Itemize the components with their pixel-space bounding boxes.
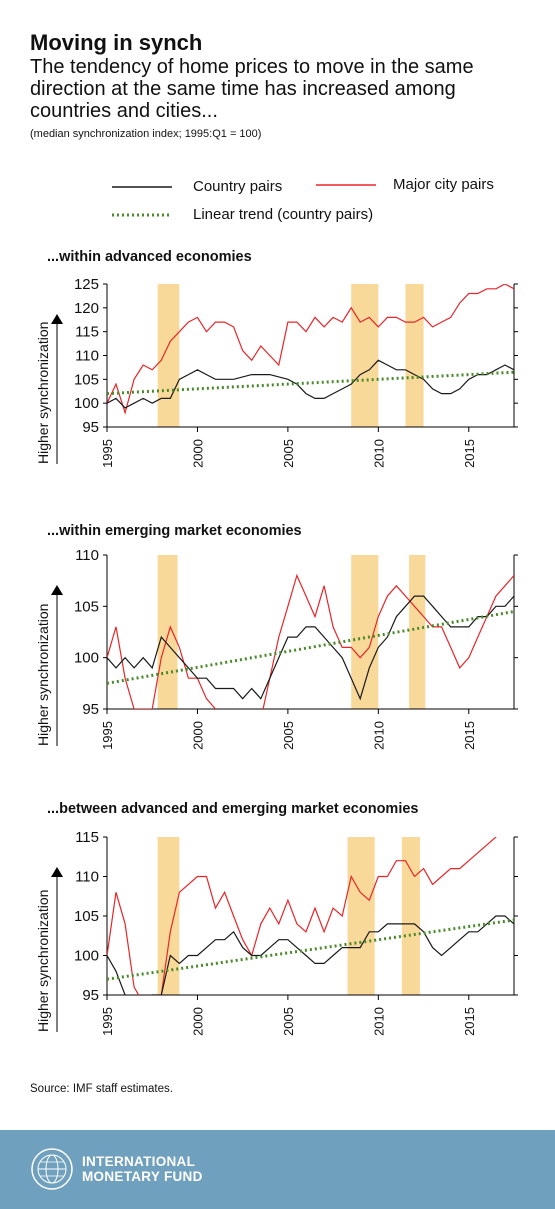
- y-tick-label-110: 110: [75, 547, 99, 564]
- x-tick-label-2000: 2000: [190, 721, 205, 750]
- imf-wordmark-line1: INTERNATIONAL: [82, 1154, 196, 1169]
- imf-seal-icon: [31, 1148, 73, 1190]
- legend: Country pairs Major city pairs Linear tr…: [0, 170, 555, 230]
- series-group: [107, 837, 514, 995]
- y-tick-label-105: 105: [74, 598, 99, 615]
- series-group: [107, 284, 514, 415]
- series-line-linear-trend: [107, 610, 514, 685]
- footer-bar: INTERNATIONAL MONETARY FUND: [0, 1130, 555, 1209]
- legend-label-trend: Linear trend (country pairs): [193, 206, 374, 223]
- shaded-band-0: [157, 555, 178, 709]
- x-tick-label-2000: 2000: [190, 1007, 205, 1036]
- x-tick-label-2005: 2005: [281, 439, 296, 468]
- series-group: [107, 573, 514, 709]
- series-line-major-city-pairs: [107, 284, 514, 415]
- y-tick-label-110: 110: [75, 348, 99, 365]
- y-tick-label-120: 120: [74, 300, 99, 317]
- x-tick-label-2000: 2000: [190, 439, 205, 468]
- series-line-major-city-pairs: [107, 837, 514, 995]
- series-line-country-pairs: [107, 915, 514, 995]
- y-tick-label-95: 95: [82, 419, 99, 436]
- panel-title: ...within emerging market economies: [47, 523, 302, 539]
- x-tick-label-2015: 2015: [462, 721, 477, 750]
- series-line-major-city-pairs: [107, 573, 514, 709]
- x-tick-label-2005: 2005: [281, 1007, 296, 1036]
- x-tick-label-2015: 2015: [462, 439, 477, 468]
- shaded-band-1: [347, 837, 375, 995]
- x-tick-label-2010: 2010: [371, 439, 386, 468]
- chart-advanced: 95 100 105 110 115 120 125 1995 2000 2005 2010 2015…: [35, 276, 518, 468]
- y-axis-label: Higher synchronization: [35, 890, 51, 1032]
- imf-wordmark-line2: MONETARY FUND: [82, 1169, 203, 1184]
- panel-title: ...between advanced and emerging market …: [47, 801, 419, 817]
- y-axis-label: Higher synchronization: [35, 322, 51, 464]
- y-tick-label-105: 105: [74, 908, 99, 925]
- arrow-up-icon: [51, 585, 63, 595]
- y-tick-label-100: 100: [74, 948, 99, 965]
- x-tick-label-1995: 1995: [100, 1007, 115, 1036]
- arrow-up-icon: [51, 867, 63, 877]
- x-tick-label-2015: 2015: [462, 1007, 477, 1036]
- chart-emerging: 95 100 105 110 1995 2000 2005 2010 2015 Higher sy…: [35, 547, 518, 750]
- shaded-band-0: [157, 284, 180, 427]
- x-tick-label-2005: 2005: [281, 721, 296, 750]
- page-title: Moving in synch: [30, 30, 203, 55]
- y-tick-label-100: 100: [74, 395, 99, 412]
- imf-wordmark: INTERNATIONAL MONETARY FUND: [82, 1154, 203, 1184]
- series-line-linear-trend: [107, 918, 514, 981]
- y-tick-label-95: 95: [82, 987, 99, 1004]
- shaded-band-2: [405, 284, 424, 427]
- y-tick-label-115: 115: [75, 829, 99, 846]
- page-subtitle: The tendency of home prices to move in t…: [30, 56, 474, 122]
- y-tick-label-110: 110: [75, 869, 99, 886]
- panel-title: ...within advanced economies: [47, 249, 252, 265]
- header: Moving in synch The tendency of home pri…: [30, 30, 540, 140]
- y-axis-label: Higher synchronization: [35, 604, 51, 746]
- x-tick-label-2010: 2010: [371, 721, 386, 750]
- series-line-country-pairs: [107, 595, 514, 701]
- y-tick-label-105: 105: [74, 371, 99, 388]
- x-tick-label-1995: 1995: [100, 439, 115, 468]
- y-tick-label-115: 115: [75, 324, 99, 341]
- series-line-country-pairs: [107, 359, 514, 409]
- units-note: (median synchronization index; 1995:Q1 =…: [30, 128, 262, 140]
- legend-label-country: Country pairs: [193, 178, 283, 195]
- shaded-band-0: [157, 837, 180, 995]
- y-tick-label-125: 125: [74, 276, 99, 293]
- shaded-band-2: [401, 837, 420, 995]
- shaded-band-1: [351, 284, 379, 427]
- x-tick-label-1995: 1995: [100, 721, 115, 750]
- source-note: Source: IMF staff estimates.: [30, 1083, 173, 1095]
- x-tick-label-2010: 2010: [371, 1007, 386, 1036]
- y-tick-label-95: 95: [82, 701, 99, 718]
- legend-swatches: [112, 184, 376, 217]
- shaded-band-2: [409, 555, 426, 709]
- arrow-up-icon: [51, 314, 63, 324]
- chart-between: 95 100 105 110 115 1995 2000 2005 2010 2015 Higher…: [35, 829, 518, 1036]
- y-tick-label-100: 100: [74, 650, 99, 667]
- legend-label-city: Major city pairs: [393, 176, 494, 193]
